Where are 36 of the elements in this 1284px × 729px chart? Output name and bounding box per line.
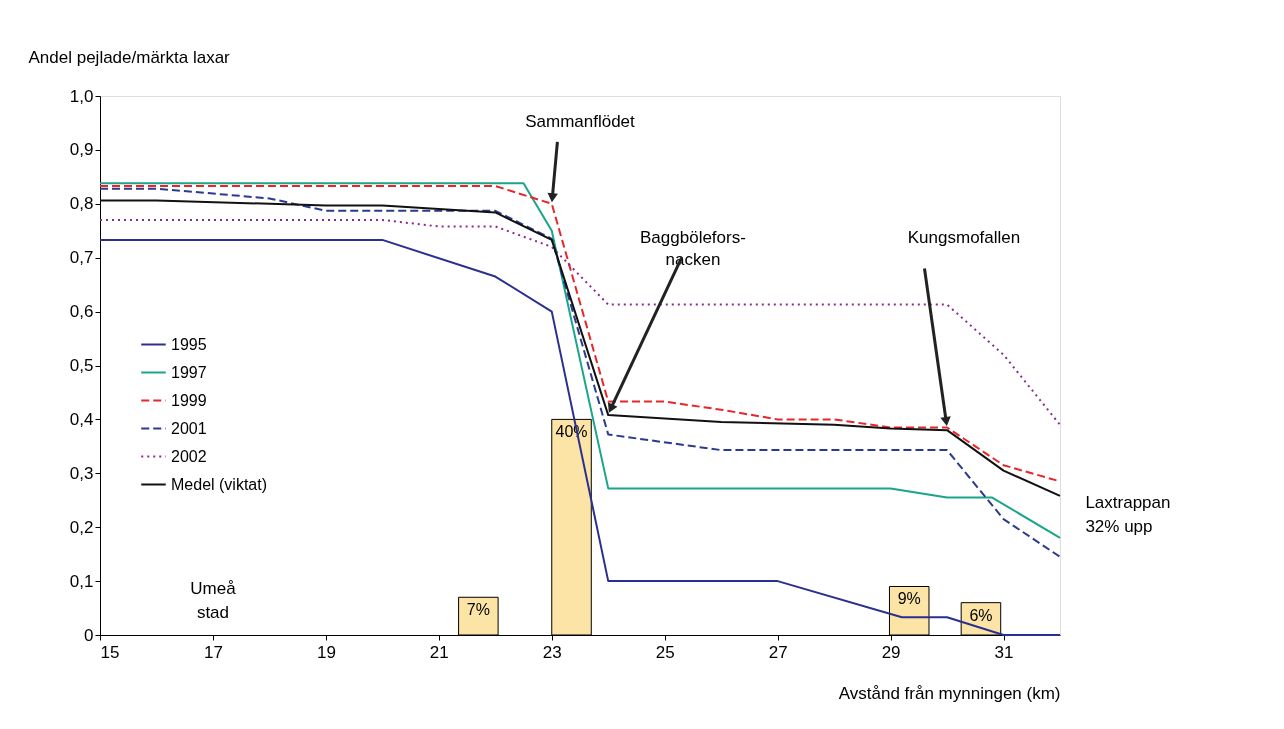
y-tick-label: 0,7: [69, 248, 94, 268]
legend-label: 1999: [171, 391, 207, 409]
y-tick-label: 0,1: [69, 571, 94, 591]
x-tick-label: 19: [316, 642, 336, 662]
x-tick-label: 21: [429, 642, 449, 662]
x-tick-label: 29: [881, 642, 901, 662]
data-label: 9%: [897, 590, 921, 608]
y-tick-label: 0,6: [69, 302, 94, 322]
legend-label: 1995: [171, 335, 207, 353]
x-tick-label: 15: [100, 642, 120, 662]
annotation: Umeå stad: [190, 579, 237, 623]
annotation: Baggbölefors- nacken: [640, 227, 746, 269]
y-tick-label: 0,3: [69, 463, 94, 483]
y-tick-label: 0,5: [69, 356, 94, 375]
y-axis-title: Andel pejlade/märkta laxar: [28, 47, 231, 67]
annotation: Kungsmofallen: [907, 227, 1021, 247]
text: Laxtrappan 32% upp: [1085, 492, 1171, 536]
annotation: Sammanflödet: [525, 112, 636, 132]
x-tick-label: 27: [768, 642, 788, 662]
legend-label: 2001: [171, 419, 207, 437]
y-tick-label: 0,2: [69, 517, 94, 537]
y-tick-label: 0,9: [69, 140, 94, 160]
x-tick-label: 25: [655, 642, 675, 662]
x-tick-label: 23: [542, 642, 562, 662]
y-tick-label: 0: [84, 625, 94, 645]
data-label: 6%: [969, 606, 993, 624]
legend-label: Medel (viktat): [171, 475, 268, 493]
y-tick-label: 1,0: [69, 86, 94, 106]
y-tick-label: 0,8: [69, 194, 94, 214]
x-tick-label: 31: [994, 642, 1014, 662]
x-axis-title: Avstånd från mynningen (km): [838, 683, 1061, 703]
y-tick-label: 0,4: [69, 409, 94, 429]
x-tick-label: 17: [203, 642, 223, 662]
legend-label: 1997: [171, 363, 207, 381]
data-label: 7%: [466, 601, 490, 619]
legend-label: 2002: [171, 447, 207, 465]
